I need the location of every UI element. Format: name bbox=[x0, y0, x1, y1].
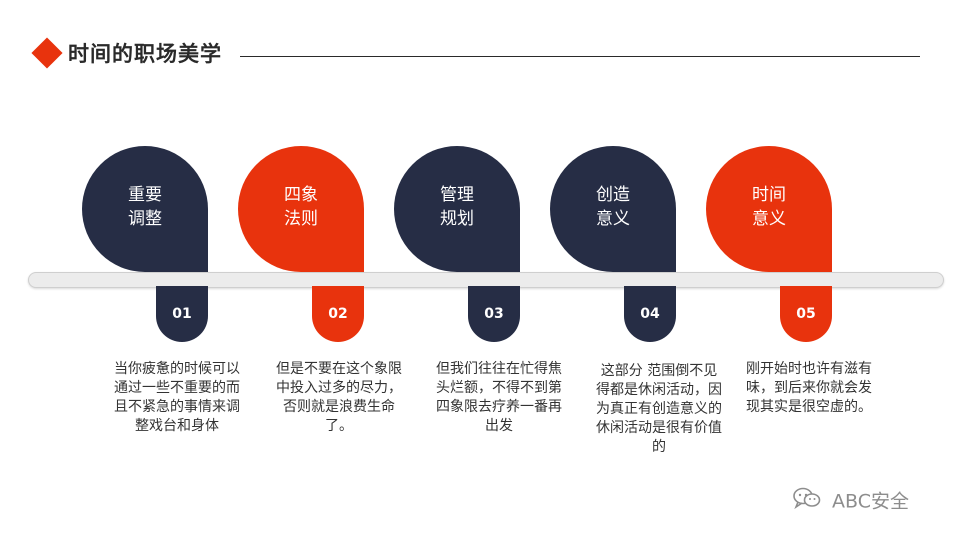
watermark-text: ABC安全 bbox=[832, 490, 910, 513]
step-1: 重要 调整 01 当你疲惫的时候可以通过一些不重要的而且不紧急的事情来调整戏台和… bbox=[82, 0, 240, 540]
step-bubble bbox=[82, 146, 208, 272]
step-number: 01 bbox=[172, 306, 192, 322]
step-number-badge bbox=[468, 286, 520, 342]
step-number-badge bbox=[780, 286, 832, 342]
step-label: 创造 意义 bbox=[596, 185, 630, 229]
step-2: 四象 法则 02 但是不要在这个象限中投入过多的尽力，否则就是浪费生命了。 bbox=[238, 0, 402, 540]
step-4: 创造 意义 04 这部分 范围倒不见得都是休闲活动，因为真正有创造意义的休闲活动… bbox=[550, 0, 722, 540]
step-number: 05 bbox=[796, 306, 816, 322]
step-number: 02 bbox=[328, 306, 348, 322]
step-number-badge bbox=[624, 286, 676, 342]
step-bubble bbox=[238, 146, 364, 272]
step-number-badge bbox=[156, 286, 208, 342]
step-number: 03 bbox=[484, 306, 504, 322]
page-title: 时间的职场美学 bbox=[68, 42, 222, 66]
step-description: 但我们往往在忙得焦头烂额，不得不到第四象限去疗养一番再出发 bbox=[436, 361, 562, 434]
step-number: 04 bbox=[640, 306, 660, 322]
step-label: 四象 法则 bbox=[284, 185, 318, 229]
step-description: 刚开始时也许有滋有味，到后来你就会发现其实是很空虚的。 bbox=[746, 361, 872, 415]
step-number-badge bbox=[312, 286, 364, 342]
step-label: 时间 意义 bbox=[752, 185, 786, 229]
step-label: 重要 调整 bbox=[128, 185, 162, 229]
step-bubble bbox=[550, 146, 676, 272]
step-description: 当你疲惫的时候可以通过一些不重要的而且不紧急的事情来调整戏台和身体 bbox=[114, 361, 240, 434]
step-description: 这部分 范围倒不见得都是休闲活动，因为真正有创造意义的休闲活动是很有价值的 bbox=[596, 363, 722, 455]
step-bubble bbox=[706, 146, 832, 272]
step-description: 但是不要在这个象限中投入过多的尽力，否则就是浪费生命了。 bbox=[276, 361, 402, 434]
watermark: ABC安全 bbox=[792, 486, 909, 514]
step-5: 时间 意义 05 刚开始时也许有滋有味，到后来你就会发现其实是很空虚的。 bbox=[706, 0, 872, 540]
step-bubble bbox=[394, 146, 520, 272]
diamond-icon bbox=[31, 37, 63, 69]
wechat-icon bbox=[792, 486, 822, 517]
step-label: 管理 规划 bbox=[440, 185, 474, 229]
title-divider bbox=[240, 56, 920, 57]
title-row: 时间的职场美学 bbox=[0, 0, 960, 110]
step-3: 管理 规划 03 但我们往往在忙得焦头烂额，不得不到第四象限去疗养一番再出发 bbox=[394, 0, 562, 540]
